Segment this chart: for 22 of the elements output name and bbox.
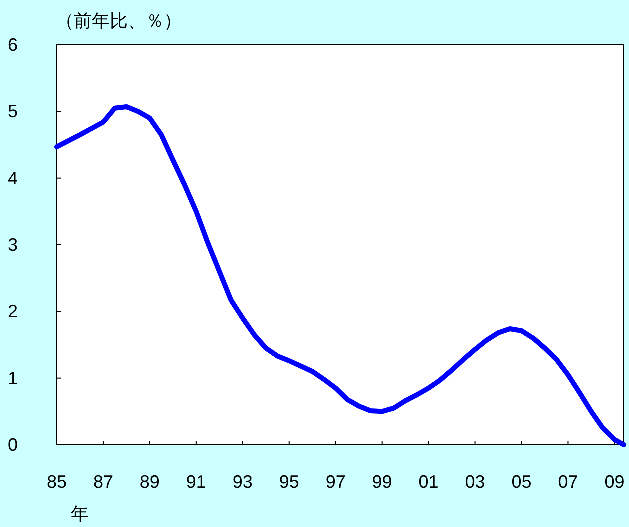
x-tick-label: 07	[558, 472, 578, 492]
x-tick-label: 93	[232, 472, 253, 492]
y-axis-title: （前年比、％）	[56, 11, 182, 31]
x-tick-label: 03	[465, 472, 486, 492]
x-tick-label: 85	[46, 472, 68, 492]
x-tick-label: 05	[512, 472, 532, 492]
y-tick-label: 6	[8, 35, 18, 55]
x-tick-label: 91	[186, 472, 206, 492]
y-tick-label: 4	[8, 168, 18, 188]
x-axis-title: 年	[71, 504, 89, 524]
y-tick-label: 0	[8, 435, 18, 455]
x-tick-label: 97	[326, 472, 346, 492]
y-tick-label: 1	[8, 368, 18, 388]
y-tick-label: 2	[8, 302, 18, 322]
x-tick-label: 95	[279, 472, 300, 492]
x-tick-label: 01	[418, 472, 439, 492]
x-tick-label: 09	[604, 472, 625, 492]
x-tick-label: 87	[93, 472, 114, 492]
x-tick-label: 89	[140, 472, 160, 492]
x-tick-label: 99	[372, 472, 392, 492]
y-tick-label: 5	[8, 102, 18, 122]
y-tick-label: 3	[8, 235, 18, 255]
